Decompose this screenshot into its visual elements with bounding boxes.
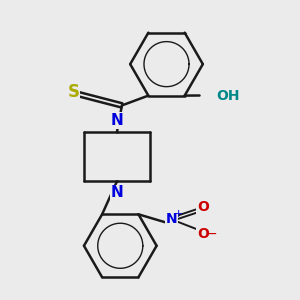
Text: −: − — [206, 226, 218, 241]
Text: N: N — [111, 113, 123, 128]
Text: N: N — [166, 212, 177, 226]
Text: +: + — [174, 209, 183, 219]
Text: OH: OH — [216, 88, 239, 103]
Text: O: O — [197, 200, 209, 214]
Text: O: O — [197, 226, 209, 241]
Text: N: N — [111, 185, 123, 200]
Text: S: S — [68, 83, 80, 101]
